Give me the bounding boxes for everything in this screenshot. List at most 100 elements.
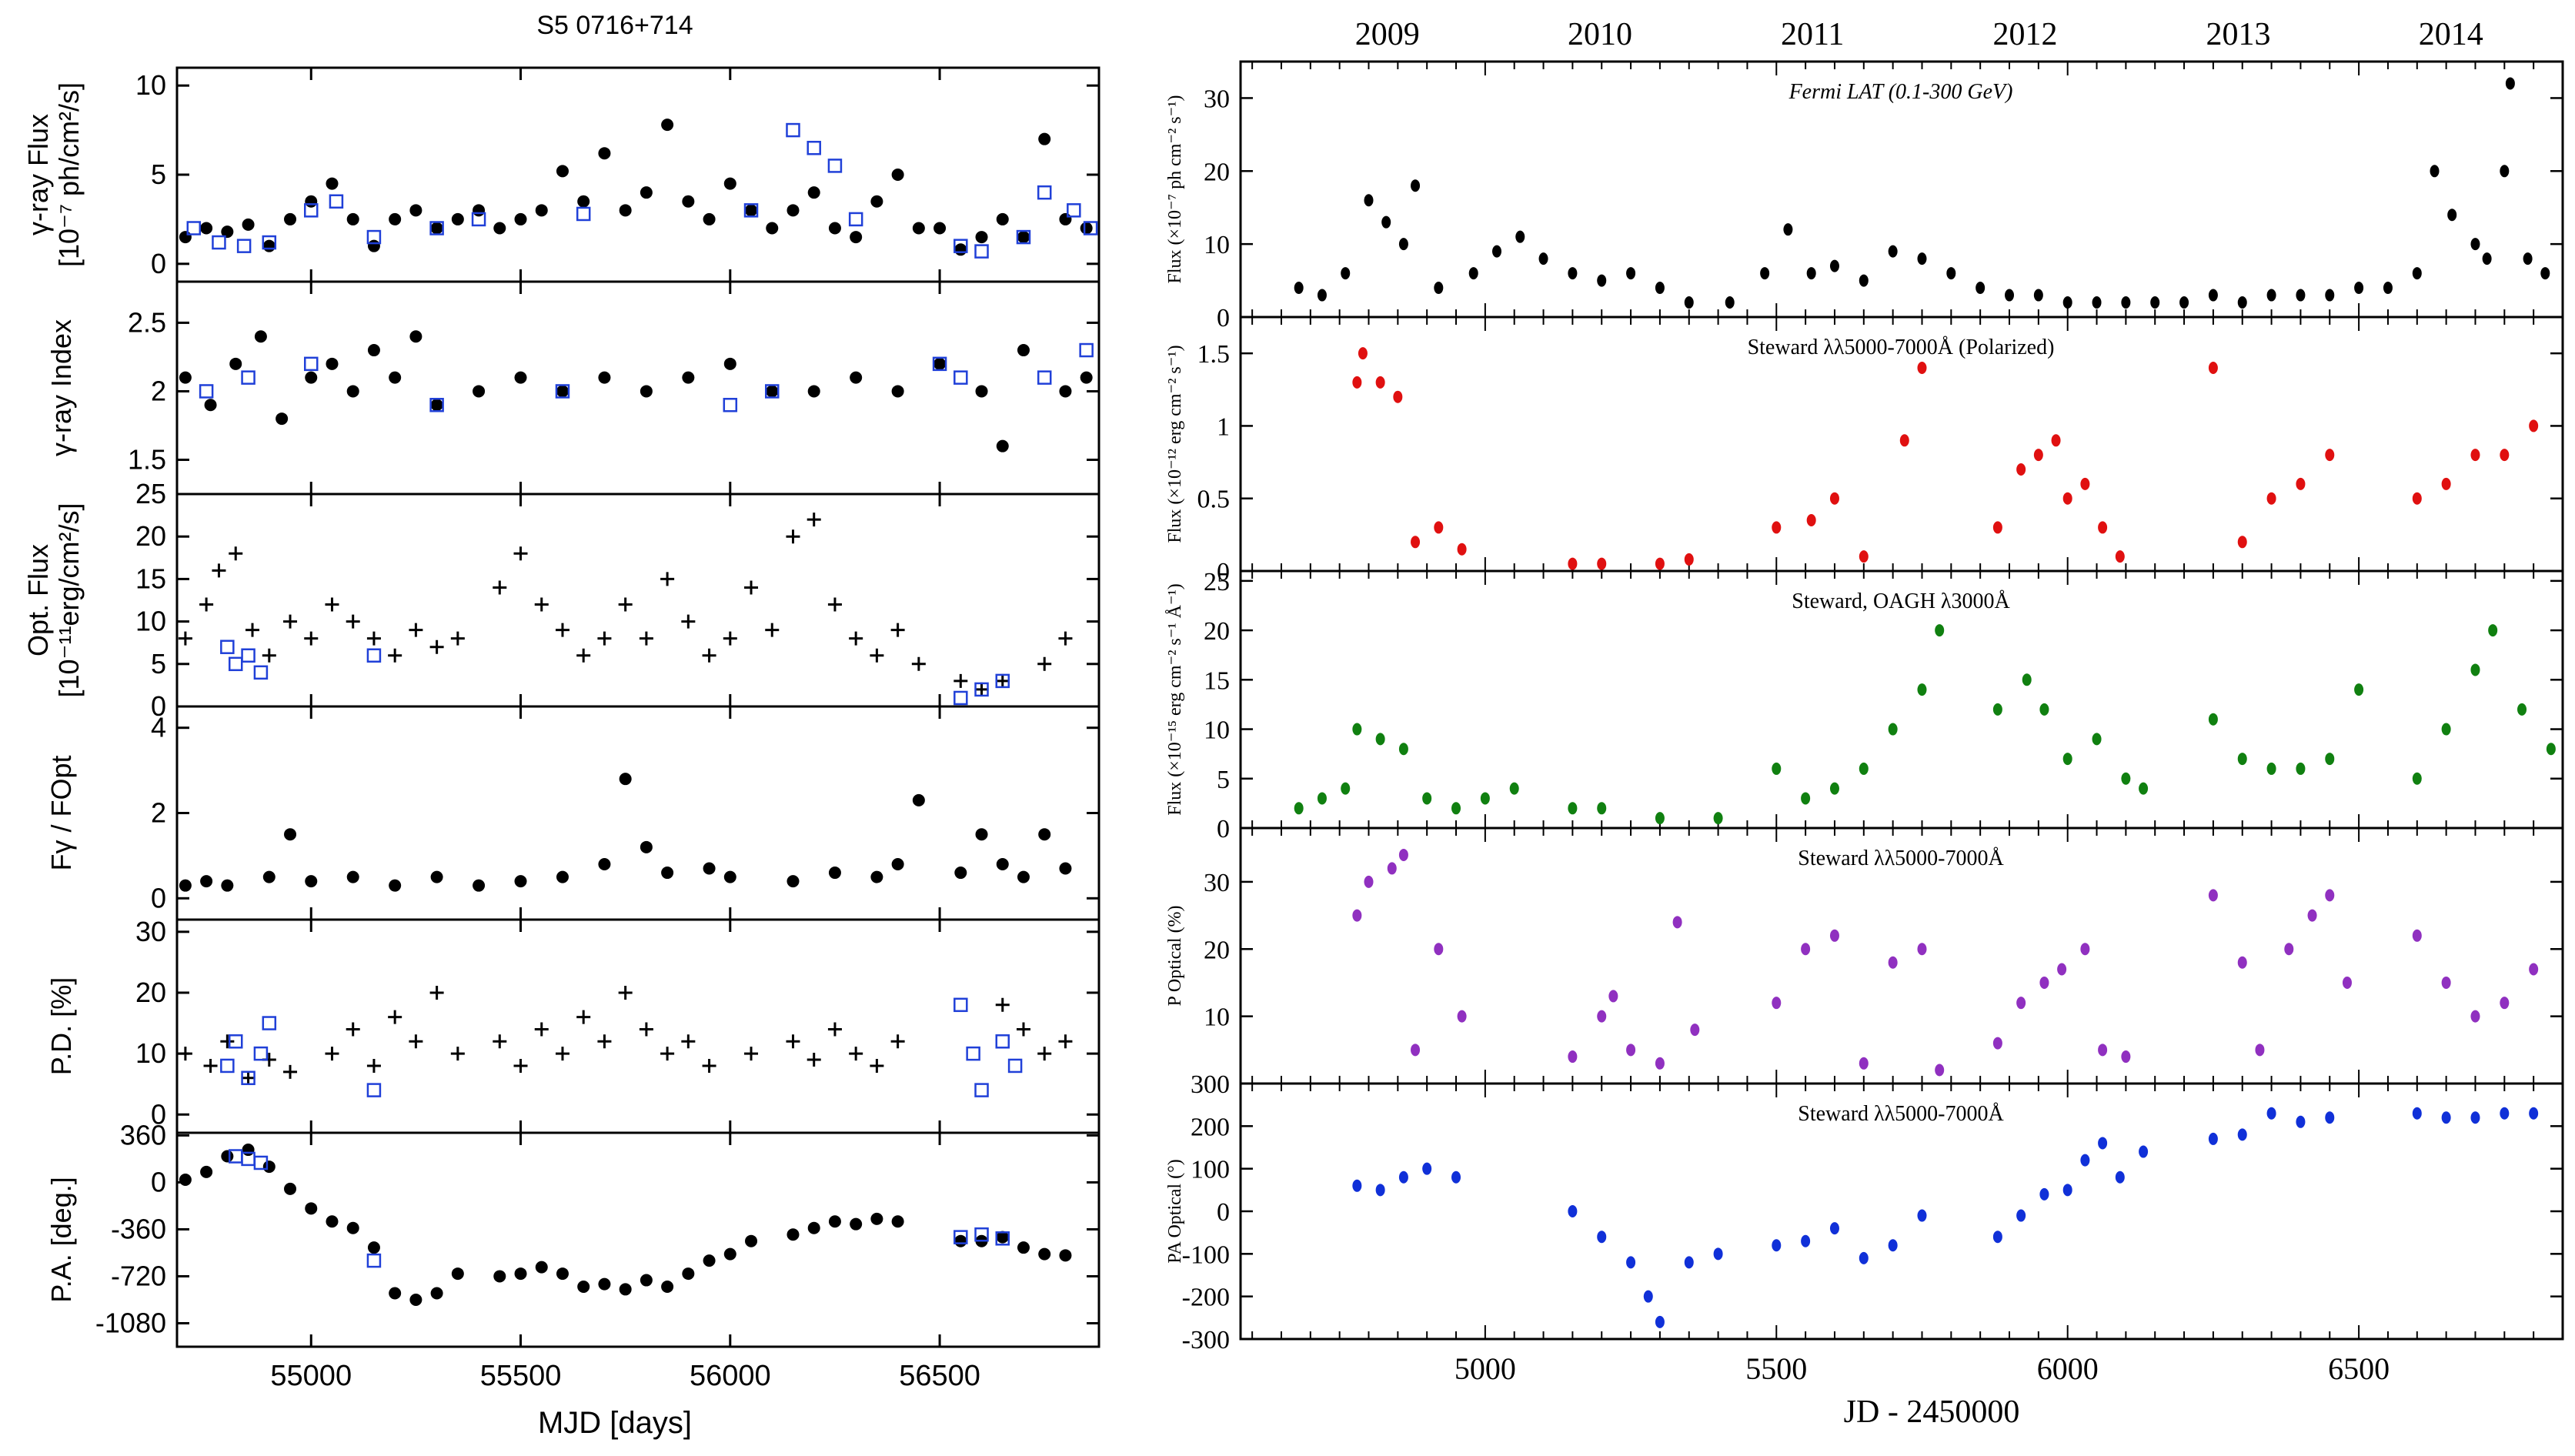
data-point [1515,230,1525,243]
data-point [1352,376,1362,389]
data-point [1992,1231,2002,1244]
y-tick-label: 200 [1191,1113,1230,1141]
data-point [2266,762,2276,775]
data-point [1935,624,1945,637]
data-point [1917,683,1927,696]
data-point [1568,557,1578,570]
data-point [661,119,674,132]
data-point [703,212,716,225]
data-point [619,1283,632,1296]
data-point [1017,1241,1030,1254]
data-point [1684,1256,1694,1269]
data-point [1294,802,1304,815]
data-point [1568,802,1578,815]
data-point [1016,229,1031,245]
series-blue [220,997,1023,1097]
data-point [1917,252,1927,265]
data-point [1017,344,1030,357]
y-tick-label: 0 [1217,1198,1230,1227]
series-pd [178,985,1073,1085]
y-tick-label: -1080 [95,1307,166,1338]
data-point [241,648,255,663]
data-point [229,546,243,561]
data-point [513,546,528,561]
data-point [849,631,863,646]
data-point [2470,1010,2480,1023]
data-point [242,218,255,231]
left-panel-gflux: 0 5 10 γ-ray Flux[10⁻⁷ ph/cm²/s] [22,66,1100,283]
right-ylabel-ruv: Flux (×10⁻¹⁵ erg cm⁻² s⁻¹ Å⁻¹) [1165,583,1185,816]
data-point [473,204,486,217]
data-point [1058,631,1073,646]
data-point [346,1022,360,1037]
data-point [577,1281,590,1294]
series-Fermi [179,330,1093,452]
ylabel-line: P.A. [deg.] [45,1177,77,1302]
y-tick-label: 15 [1204,666,1230,695]
data-point [179,1174,192,1187]
data-point [1655,557,1665,570]
left-ylabel-pa: P.A. [deg.] [45,1177,77,1302]
data-point [1468,267,1478,280]
data-point [2500,165,2510,178]
data-point [179,231,192,244]
data-point [2470,1111,2480,1124]
data-point [1352,909,1362,922]
data-point [276,412,289,426]
ylabel-line: P.D. [%] [45,977,77,1075]
data-point [388,1010,402,1024]
data-point [1080,371,1093,384]
data-point [1626,1256,1636,1269]
data-point [1079,342,1094,358]
data-point [1083,221,1098,235]
data-point [1059,862,1072,875]
data-point [766,222,779,235]
data-point [389,212,402,225]
right-panel-rflux: 0 10 20 30 Fermi LAT (0.1-300 GeV) Flux (×10⁻… [1165,60,2564,332]
data-point [1059,385,1072,398]
data-point [1801,1234,1811,1247]
panel-label: Steward λλ5000-7000Å [1798,1102,2004,1126]
data-point [389,879,402,892]
data-point [429,398,444,412]
data-point [2529,963,2539,976]
data-point [2062,1184,2072,1197]
ylabel-line: [10⁻⁷ ph/cm²/s] [53,82,85,267]
data-point [305,371,318,384]
y-tick-label: 2 [151,375,166,406]
data-point [1341,267,1351,280]
data-point [974,1083,989,1097]
data-point [366,631,381,646]
data-point [787,1228,800,1241]
data-point [745,204,758,217]
series-rflux [1294,77,2550,309]
data-point [430,222,443,235]
data-point [1829,492,1839,505]
data-point [682,195,695,208]
data-point [1480,792,1490,805]
series-rpol [1352,347,2539,570]
data-point [1829,929,1839,942]
data-point [723,357,736,370]
right-panel-ruv: 0 5 10 15 20 25 Steward, OAGH λ3000Å Flux (×10⁻… [1165,568,2564,843]
data-point [576,206,591,222]
y-tick-label: 0 [151,882,166,913]
y-tick-label: 0.5 [1197,486,1231,514]
y-tick-label: 0 [1217,558,1230,586]
data-point [1859,1251,1869,1264]
data-point [2412,1107,2422,1120]
series-optical [178,513,1073,696]
data-point [1411,179,1421,192]
data-point [702,648,716,663]
data-point [2505,77,2515,90]
data-point [661,1281,674,1294]
data-point [514,371,527,384]
left-panel-gindex: 1.5 2 2.5 γ-ray Index [45,280,1100,496]
data-point [228,1034,243,1049]
data-point [2115,550,2125,563]
data-point [1597,802,1607,815]
data-point [744,1047,759,1061]
data-point [1760,267,1770,280]
data-point [221,225,234,239]
data-point [2098,1044,2108,1057]
